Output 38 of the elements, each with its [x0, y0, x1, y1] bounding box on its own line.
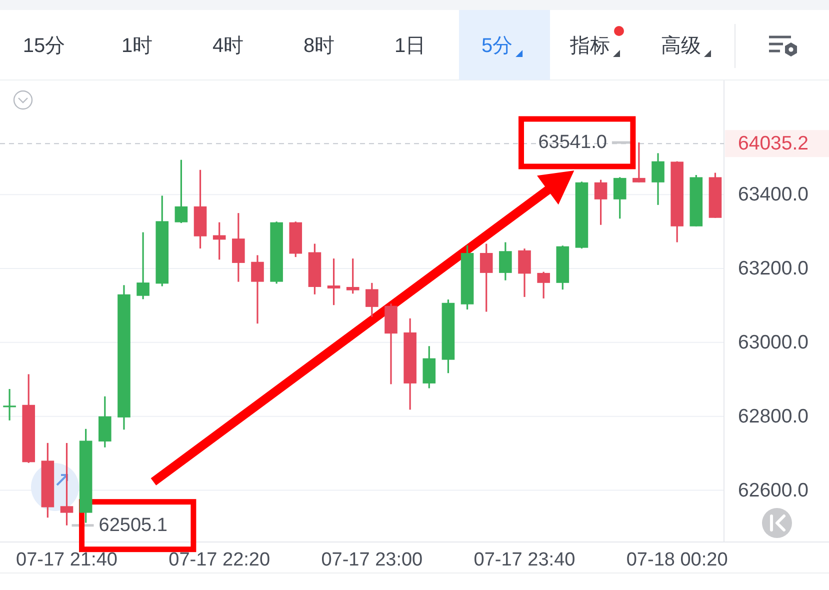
annotation: 62505.1: [98, 514, 168, 536]
y-tick-label: 63200.0: [738, 257, 809, 280]
candlestick: [594, 178, 608, 226]
text: 8时: [303, 35, 335, 57]
candlestick: [480, 242, 493, 313]
x-tick-label: 07-17 23:40: [474, 550, 576, 570]
candlestick: [537, 271, 550, 300]
candlestick: [518, 248, 531, 298]
x-tick-label: 07-18 00:20: [626, 550, 728, 570]
y-tick-label: 62600.0: [738, 479, 809, 502]
candlestick: [366, 282, 378, 318]
text: 1时: [121, 35, 153, 57]
candlestick: [60, 442, 74, 526]
text: 指标: [569, 35, 610, 57]
y-tick-label: 63400.0: [738, 184, 809, 206]
candlestick: [346, 258, 360, 294]
text: 4时: [212, 35, 244, 57]
text: 1日: [394, 35, 426, 57]
candlestick: [136, 231, 150, 300]
candlestick: [499, 241, 512, 282]
y-tick-label: 63000.0: [738, 331, 809, 354]
candlestick: [251, 254, 264, 324]
text: 5分: [481, 35, 513, 57]
x-tick-label: 07-17 22:20: [168, 550, 270, 570]
candlestick: [174, 159, 188, 224]
x-tick-label: 07-17 21:40: [16, 550, 118, 570]
x-tick-label: 07-17 23:00: [321, 550, 423, 570]
annotation: 63541.0: [538, 132, 607, 153]
candlestick: [212, 221, 226, 260]
y-tick-label: 62800.0: [738, 405, 809, 428]
text: 64035.2: [738, 132, 808, 155]
candlestick: [613, 176, 626, 220]
text: 高级: [661, 34, 701, 57]
text: 15分: [22, 35, 66, 57]
candlestick: [327, 258, 340, 306]
candlestick: [3, 388, 16, 422]
candlestick: [652, 152, 664, 206]
candlestick: [632, 142, 646, 184]
